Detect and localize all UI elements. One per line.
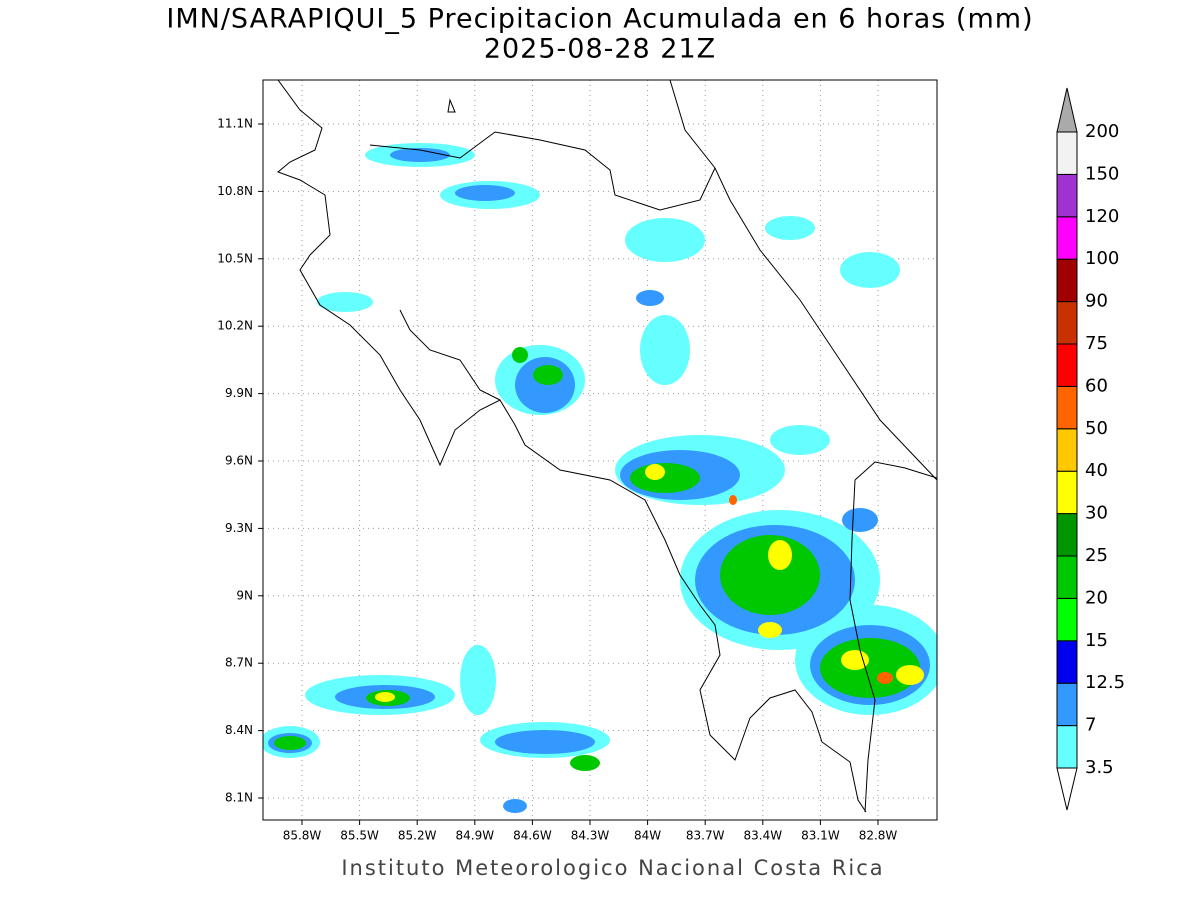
lon-label: 84.9W	[456, 829, 495, 843]
colorbar-box	[1056, 258, 1078, 303]
lat-label: 8.7N	[225, 656, 253, 670]
lat-label: 11.1N	[217, 117, 253, 131]
colorbar-box	[1056, 343, 1078, 387]
colorbar-box	[1056, 301, 1078, 345]
lon-label: 85.5W	[340, 829, 379, 843]
map-frame	[262, 79, 938, 821]
lat-label: 8.4N	[225, 723, 253, 737]
lon-label: 85.2W	[398, 829, 437, 843]
colorbar-label: 200	[1085, 121, 1119, 142]
colorbar-box	[1056, 173, 1078, 218]
lat-label: 10.2N	[217, 319, 253, 333]
colorbar-label: 90	[1085, 291, 1108, 312]
colorbar-label: 7	[1085, 715, 1096, 736]
colorbar-label: 20	[1085, 587, 1108, 608]
colorbar-label: 3.5	[1085, 757, 1114, 778]
colorbar-box	[1056, 470, 1078, 515]
colorbar-under	[1056, 767, 1078, 811]
subtitle: 2025-08-28 21Z	[484, 34, 716, 65]
colorbar-label: 12.5	[1085, 672, 1125, 693]
colorbar-label: 40	[1085, 460, 1108, 481]
lon-label: 82.8W	[859, 829, 898, 843]
map-area	[263, 80, 937, 820]
lat-label: 9.9N	[225, 386, 253, 400]
lon-label: 84.6W	[513, 829, 552, 843]
colorbar-box	[1056, 216, 1078, 260]
colorbar-box	[1056, 555, 1078, 599]
footer: Instituto Meteorologico Nacional Costa R…	[341, 856, 884, 880]
colorbar-box	[1056, 640, 1078, 684]
colorbar-box	[1056, 131, 1078, 175]
colorbar-label: 100	[1085, 248, 1119, 269]
colorbar: 3.5 7 12.5 15 20 25 30 40 50 60 75 90 100 120 150 200	[1056, 87, 1125, 811]
colorbar-label: 60	[1085, 375, 1108, 396]
colorbar-box	[1056, 428, 1078, 472]
lon-label: 84W	[634, 829, 661, 843]
colorbar-label: 30	[1085, 503, 1108, 524]
lat-label: 9N	[236, 588, 253, 602]
colorbar-label: 120	[1085, 206, 1119, 227]
colorbar-box	[1056, 682, 1078, 727]
colorbar-box	[1056, 597, 1078, 642]
lat-label: 10.5N	[217, 251, 253, 265]
lat-label: 10.8N	[217, 184, 253, 198]
lon-label: 85.8W	[283, 829, 322, 843]
colorbar-label: 50	[1085, 418, 1108, 439]
colorbar-label: 150	[1085, 163, 1119, 184]
lat-label: 8.1N	[225, 791, 253, 805]
colorbar-label: 25	[1085, 545, 1108, 566]
lon-label: 84.3W	[571, 829, 610, 843]
lon-label: 83.1W	[801, 829, 840, 843]
coastline	[277, 80, 937, 813]
precipitation	[263, 143, 937, 813]
colorbar-box	[1056, 385, 1078, 430]
colorbar-box	[1056, 725, 1078, 769]
axis-labels: 11.1N 10.8N 10.5N 10.2N 9.9N 9.6N 9.3N 9N 8.7N 8.…	[217, 117, 897, 843]
lat-label: 9.6N	[225, 454, 253, 468]
lon-label: 83.7W	[686, 829, 725, 843]
lon-label: 83.4W	[744, 829, 783, 843]
colorbar-over	[1056, 87, 1078, 133]
colorbar-box	[1056, 513, 1078, 557]
colorbar-label: 15	[1085, 630, 1108, 651]
colorbar-label: 75	[1085, 333, 1108, 354]
lat-label: 9.3N	[225, 521, 253, 535]
title: IMN/SARAPIQUI_5 Precipitacion Acumulada …	[166, 4, 1033, 35]
